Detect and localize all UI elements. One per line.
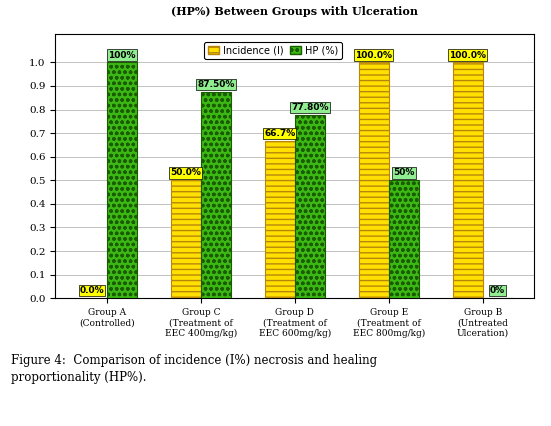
Legend: Incidence (I), HP (%): Incidence (I), HP (%) (204, 42, 342, 59)
Bar (107, 62, 137, 298)
Text: 66.7%: 66.7% (264, 129, 295, 138)
Bar (388, 180, 419, 298)
Bar (295, 115, 325, 298)
Bar (264, 141, 295, 298)
Text: (HP%) Between Groups with Ulceration: (HP%) Between Groups with Ulceration (171, 6, 418, 17)
Bar (171, 180, 201, 298)
Bar (452, 62, 483, 298)
Text: 0.0%: 0.0% (79, 286, 104, 295)
Text: 100%: 100% (108, 51, 136, 60)
Text: 87.50%: 87.50% (197, 80, 235, 89)
Bar (359, 62, 388, 298)
Text: 77.80%: 77.80% (291, 103, 328, 112)
Bar (201, 92, 231, 298)
Text: 50.0%: 50.0% (170, 168, 201, 178)
Text: 0%: 0% (490, 286, 505, 295)
Text: 50%: 50% (393, 168, 414, 178)
Text: Figure 4:  Comparison of incidence (I%) necrosis and healing
proportionality (HP: Figure 4: Comparison of incidence (I%) n… (11, 354, 377, 383)
Text: 100.0%: 100.0% (355, 51, 392, 60)
Text: 100.0%: 100.0% (449, 51, 486, 60)
